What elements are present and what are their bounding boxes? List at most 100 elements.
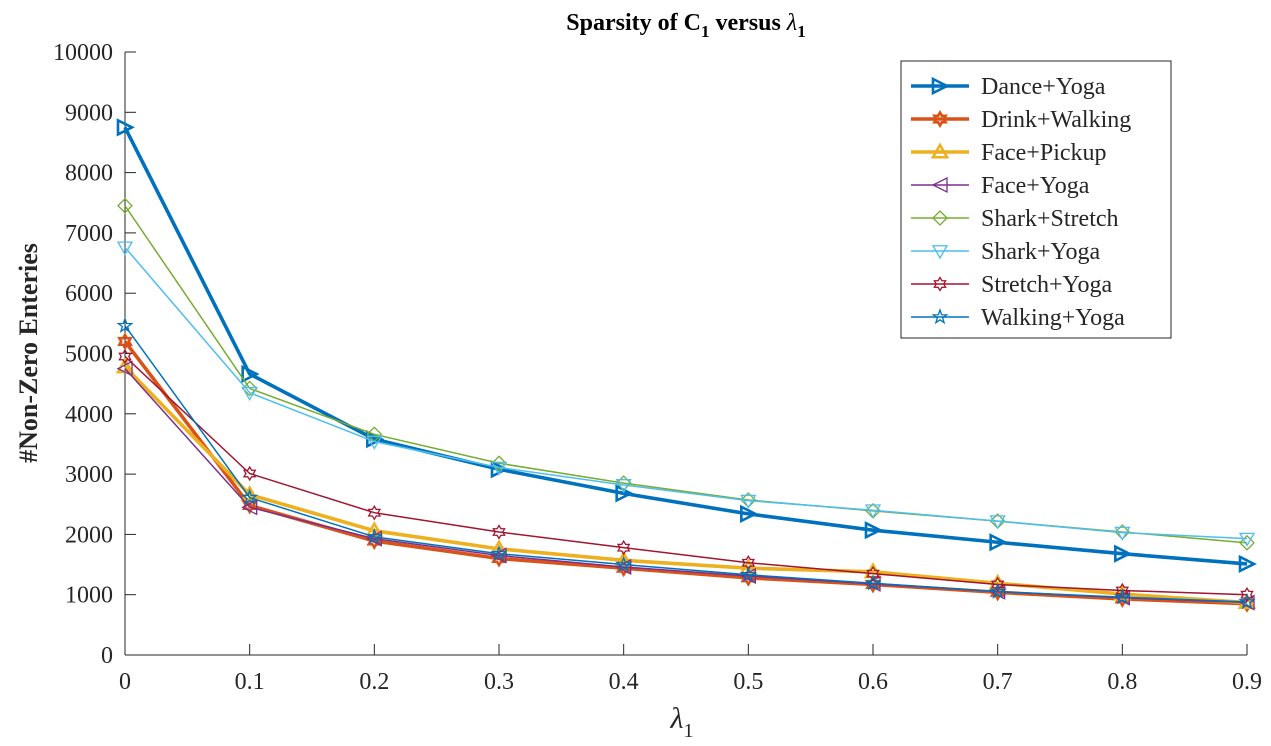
data-point <box>864 574 882 591</box>
x-tick-label: 0.9 <box>1232 669 1262 695</box>
series-face-pickup <box>115 357 1257 610</box>
x-tick-label: 0.6 <box>858 669 888 695</box>
x-tick-label: 0.7 <box>983 669 1013 695</box>
y-tick-label: 2000 <box>65 522 113 548</box>
data-point <box>117 332 133 351</box>
y-tick-label: 7000 <box>65 221 113 247</box>
data-point <box>1239 534 1255 551</box>
x-tick-label: 0.8 <box>1107 669 1137 695</box>
data-point <box>615 558 632 576</box>
series-line <box>124 325 1248 603</box>
legend-label: Stretch+Yoga <box>981 272 1112 298</box>
data-point <box>241 488 259 505</box>
data-point <box>242 465 257 482</box>
legend-entry: Shark+Yoga <box>911 239 1100 265</box>
data-point <box>241 364 260 384</box>
data-point <box>615 479 632 494</box>
data-point <box>117 197 133 214</box>
data-point <box>615 555 633 572</box>
legend-label: Face+Pickup <box>981 140 1107 166</box>
legend-label: Dance+Yoga <box>981 74 1106 100</box>
series-line <box>124 368 1248 604</box>
x-tick-label: 0.1 <box>235 669 265 695</box>
x-tick-label: 0.4 <box>609 669 639 695</box>
data-point <box>492 524 506 540</box>
data-point <box>989 582 1007 599</box>
y-tick-label: 9000 <box>65 100 113 126</box>
series-line <box>124 246 1248 540</box>
data-point <box>116 241 134 256</box>
y-tick-label: 0 <box>101 643 113 669</box>
data-point <box>740 504 759 524</box>
legend-marker <box>932 109 948 129</box>
y-tick-label: 8000 <box>65 161 113 187</box>
y-tick-label: 5000 <box>65 342 113 368</box>
x-axis-title-subscript: 1 <box>684 720 694 742</box>
data-point <box>365 530 382 547</box>
legend-marker <box>931 76 950 96</box>
y-tick-label: 3000 <box>65 462 113 488</box>
x-axis-title-lambda: λ <box>670 702 684 735</box>
data-point <box>367 504 382 521</box>
series-dance-yoga <box>116 118 1257 574</box>
series-line <box>123 365 1248 605</box>
data-point <box>1114 526 1131 541</box>
title-middle: versus <box>709 10 786 36</box>
series-line <box>124 355 1248 596</box>
legend-entry: Stretch+Yoga <box>911 272 1112 298</box>
x-tick-label: 0 <box>119 669 131 695</box>
data-point <box>491 455 507 472</box>
data-point <box>1238 554 1257 574</box>
legend-entry: Face+Yoga <box>911 173 1090 199</box>
data-point <box>490 547 507 564</box>
data-point <box>490 461 508 476</box>
data-point <box>864 504 882 519</box>
axes: 0 0.1 0.2 0.3 0.4 0.5 0.6 0.7 0.8 0.9 0 1000 2000 300… <box>53 40 1262 695</box>
data-point <box>490 460 509 479</box>
data-point <box>1114 544 1133 563</box>
data-point <box>740 494 757 509</box>
data-point <box>616 539 631 556</box>
series-shark-yoga <box>116 241 1256 547</box>
legend-marker <box>931 245 949 260</box>
data-point <box>241 386 258 402</box>
legend-entry: Shark+Stretch <box>911 206 1119 232</box>
legend-entry: Drink+Walking <box>911 107 1131 133</box>
legend: Dance+Yoga Drink+Walking Face+Pickup Face+Y… <box>900 60 1172 339</box>
x-axis-title: λ1 <box>670 702 694 742</box>
data-point <box>866 565 880 582</box>
data-point <box>366 435 383 450</box>
y-tick-label: 6000 <box>65 281 113 307</box>
legend-label: Walking+Yoga <box>981 305 1125 331</box>
x-tick-label: 0.2 <box>359 669 389 695</box>
data-point <box>614 550 633 567</box>
data-point <box>118 348 132 365</box>
data-point <box>1238 592 1256 610</box>
legend-label: Shark+Yoga <box>981 239 1100 265</box>
title-lambda: λ <box>786 10 797 36</box>
data-point <box>365 527 383 545</box>
data-point <box>615 475 632 492</box>
data-point <box>116 360 133 377</box>
x-tick-label: 0.5 <box>733 669 763 695</box>
legend-label: Face+Yoga <box>981 173 1090 199</box>
title-lambda-subscript: 1 <box>797 22 806 41</box>
data-point <box>864 521 883 540</box>
series-layer <box>115 118 1257 613</box>
legend-marker <box>931 308 949 325</box>
legend-marker <box>930 142 950 159</box>
legend-marker <box>933 276 947 292</box>
legend-entry: Face+Pickup <box>911 140 1107 166</box>
y-tick-label: 10000 <box>53 40 113 66</box>
data-point <box>241 499 258 516</box>
series-walking-yoga <box>116 316 1256 610</box>
data-point <box>989 515 1006 530</box>
data-point <box>116 316 134 334</box>
series-line <box>123 126 1248 566</box>
data-point <box>1238 594 1255 611</box>
legend-marker <box>931 176 948 194</box>
legend-label: Shark+Stretch <box>981 206 1119 232</box>
